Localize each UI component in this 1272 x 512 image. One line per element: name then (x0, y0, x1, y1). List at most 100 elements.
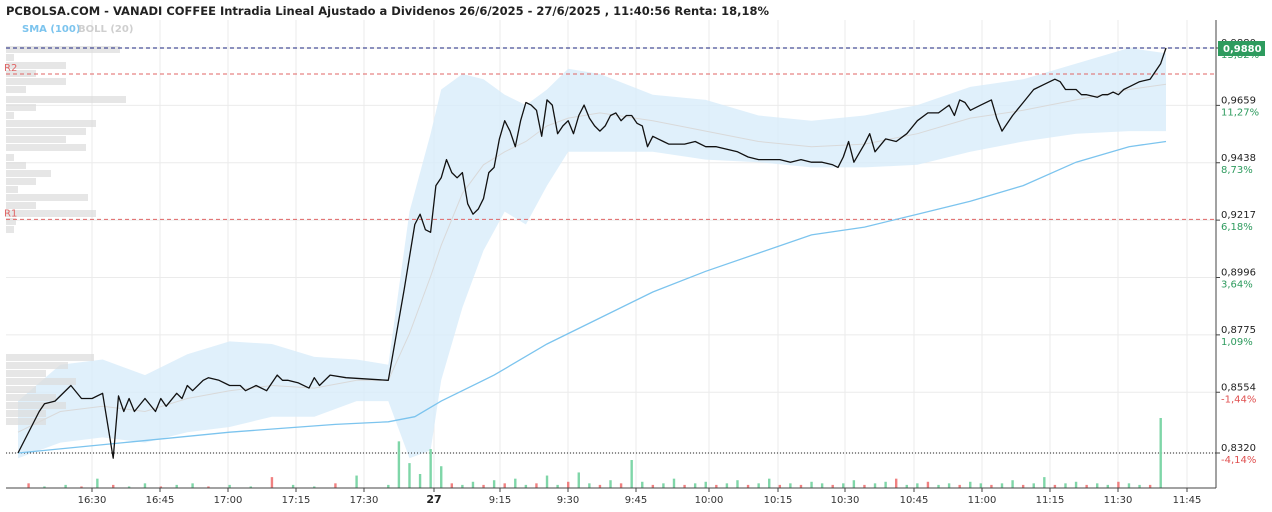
volume-bar (937, 484, 940, 488)
volume-bar (746, 484, 750, 488)
volume-bar (873, 483, 877, 488)
volume-profile-bar (6, 120, 96, 127)
y-tick-pct: -4,14% (1221, 455, 1256, 466)
volume-bar (704, 481, 707, 488)
volume-bar (143, 483, 147, 488)
volume-profile-bar (6, 170, 51, 177)
volume-bar (1159, 418, 1162, 488)
x-tick-label: 17:15 (282, 495, 311, 506)
volume-profile-bar (6, 194, 88, 201)
volume-bar (334, 483, 337, 488)
volume-bar (471, 481, 475, 488)
volume-bar (418, 474, 422, 488)
volume-profile-bar (6, 78, 66, 85)
x-tick-label: 10:00 (695, 495, 724, 506)
volume-profile-bar (6, 86, 26, 93)
legend-boll: BOLL (20) (78, 24, 133, 35)
volume-bar (884, 481, 887, 488)
volume-bar (641, 481, 644, 488)
volume-profile-bar (6, 46, 120, 53)
volume-profile-bar (6, 402, 66, 409)
volume-profile-bar (6, 128, 86, 135)
volume-bar (662, 483, 665, 488)
volume-bar (820, 483, 824, 488)
volume-bar (127, 486, 131, 488)
volume-bar (228, 484, 231, 488)
x-tick-label: 17:00 (214, 495, 243, 506)
volume-bar (503, 483, 506, 488)
volume-bar (545, 475, 549, 488)
volume-bar (683, 484, 686, 488)
x-tick-label: 10:30 (831, 495, 860, 506)
volume-bar (270, 477, 274, 488)
volume-bar (736, 480, 739, 488)
volume-profile-bar (6, 210, 96, 217)
x-tick-label: 9:45 (625, 495, 647, 506)
volume-profile-bar (6, 362, 68, 369)
volume-bar (566, 481, 570, 488)
volume-bar (842, 483, 845, 488)
x-tick-label: 11:00 (968, 495, 997, 506)
volume-bar (355, 475, 358, 488)
volume-bar (112, 484, 115, 488)
x-tick-label: 11:15 (1036, 495, 1065, 506)
volume-bar (1085, 484, 1088, 488)
volume-profile-bar (6, 226, 14, 233)
x-tick-label: 11:45 (1173, 495, 1202, 506)
x-tick-label: 16:45 (146, 495, 175, 506)
volume-bar (789, 483, 792, 488)
volume-bar (863, 484, 866, 488)
bollinger-middle-line (17, 83, 1167, 433)
volume-profile-bar (6, 54, 14, 61)
volume-bar (514, 478, 517, 488)
volume-bar (990, 484, 993, 488)
volume-bar (979, 483, 983, 488)
volume-bar (387, 484, 390, 488)
y-tick-label: 0,9438 (1221, 153, 1256, 164)
volume-profile-bar (6, 112, 14, 119)
legend-sma: SMA (100) (22, 24, 80, 35)
chart-title: PCBOLSA.COM - VANADI COFFEE Intradia Lin… (6, 4, 769, 18)
volume-profile-bar (6, 136, 66, 143)
volume-bar (43, 486, 46, 488)
x-tick-label: 9:30 (557, 495, 579, 506)
y-tick-label: 0,8996 (1221, 268, 1256, 279)
y-tick-pct: 6,18% (1221, 222, 1253, 233)
volume-profile-bar (6, 154, 14, 161)
volume-bar (693, 483, 697, 488)
volume-profile-bar (6, 96, 126, 103)
x-tick-label: 10:15 (764, 495, 793, 506)
volume-bar (1043, 477, 1046, 488)
volume-bar (1106, 484, 1110, 488)
x-tick-label: 11:30 (1104, 495, 1133, 506)
volume-bar (778, 484, 782, 488)
volume-bar (492, 480, 496, 488)
volume-bar (1032, 483, 1035, 488)
x-tick-label: 9:15 (489, 495, 511, 506)
pivot-label-r2: R2 (4, 63, 17, 74)
volume-bar (947, 483, 951, 488)
volume-bar (429, 449, 432, 488)
volume-bar (619, 483, 623, 488)
volume-bar (958, 484, 961, 488)
volume-bar (249, 486, 252, 488)
volume-bar (1127, 483, 1131, 488)
volume-bar (1138, 484, 1141, 488)
volume-bar (524, 484, 528, 488)
volume-bars (27, 418, 1162, 488)
volume-bar (397, 441, 401, 488)
volume-profile-bar (6, 104, 36, 111)
volume-profile (6, 46, 126, 425)
y-tick-label: 0,8775 (1221, 325, 1256, 336)
volume-bar (715, 484, 718, 488)
volume-profile-bar (6, 418, 46, 425)
volume-bar (461, 484, 464, 488)
volume-bar (672, 478, 676, 488)
volume-profile-bar (6, 186, 18, 193)
bollinger-bands (17, 48, 1167, 459)
volume-bar (1000, 483, 1004, 488)
volume-bar (969, 481, 972, 488)
volume-profile-bar (6, 378, 76, 385)
